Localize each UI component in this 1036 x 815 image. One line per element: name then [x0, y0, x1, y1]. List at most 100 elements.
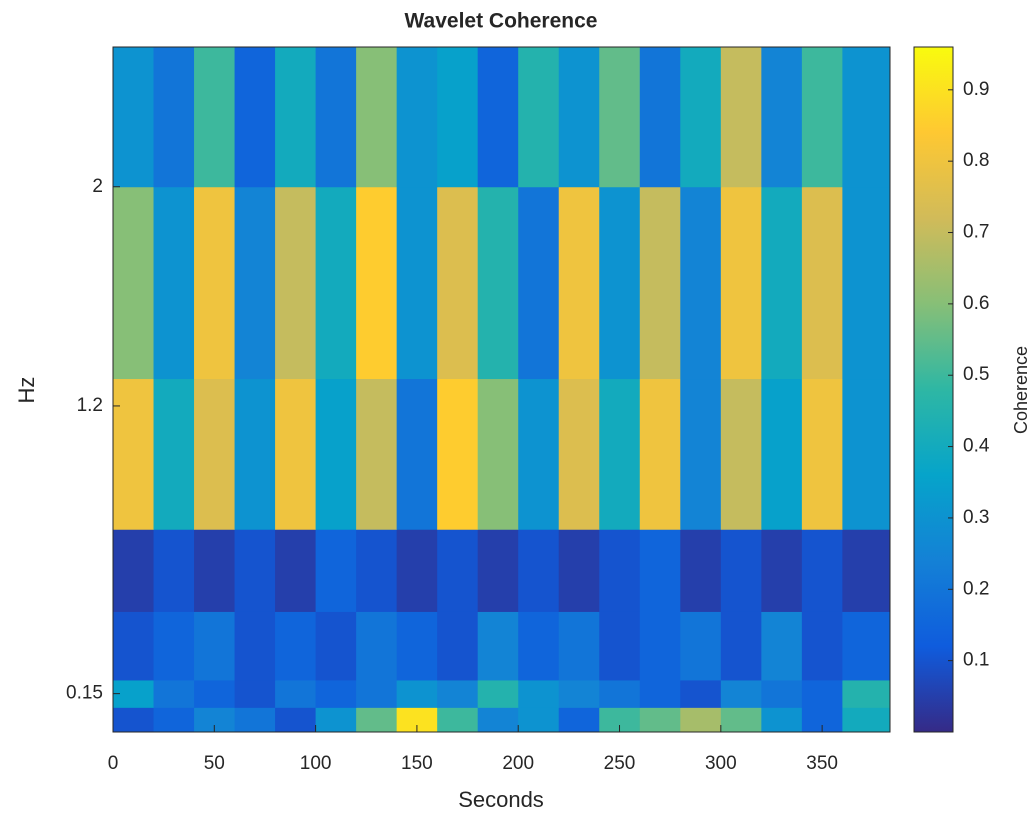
heatmap-cell — [315, 707, 357, 733]
heatmap-cell — [680, 186, 722, 380]
heatmap-cell — [153, 186, 195, 380]
heatmap-cell — [801, 611, 843, 681]
heatmap-cell — [680, 707, 722, 733]
heatmap-cell — [275, 186, 317, 380]
heatmap-cell — [194, 679, 236, 708]
heatmap-cell — [396, 186, 438, 380]
heatmap-cell — [396, 611, 438, 681]
heatmap-cell — [315, 186, 357, 380]
heatmap-cell — [801, 529, 843, 612]
heatmap-cell — [477, 186, 519, 380]
colorbar-tick-label: 0.5 — [963, 364, 989, 385]
heatmap-cell — [801, 47, 843, 188]
heatmap-cell — [842, 707, 891, 733]
heatmap-cell — [639, 47, 681, 188]
heatmap-cell — [599, 186, 641, 380]
heatmap-cell — [234, 47, 276, 188]
heatmap-cell — [234, 679, 276, 708]
heatmap-cell — [720, 529, 762, 612]
heatmap-cell — [356, 186, 398, 380]
heatmap-cell — [194, 186, 236, 380]
heatmap-cell — [113, 47, 155, 188]
heatmap-cell — [315, 378, 357, 530]
x-tick-label: 350 — [806, 753, 838, 774]
heatmap-cell — [275, 378, 317, 530]
heatmap-cell — [275, 611, 317, 681]
heatmap-cell — [437, 47, 479, 188]
heatmap-cell — [680, 679, 722, 708]
heatmap-cell — [113, 186, 155, 380]
heatmap-cell — [842, 378, 891, 530]
heatmap-cell — [437, 529, 479, 612]
heatmap-cell — [518, 186, 560, 380]
x-tick-label: 100 — [300, 753, 332, 774]
heatmap-cell — [153, 529, 195, 612]
heatmap-cell — [153, 679, 195, 708]
heatmap-cell — [437, 707, 479, 733]
heatmap-cell — [315, 611, 357, 681]
heatmap-cell — [194, 47, 236, 188]
heatmap-cell — [720, 707, 762, 733]
heatmap-cell — [477, 611, 519, 681]
colorbar-label: Coherence — [1011, 346, 1031, 434]
heatmap-cell — [720, 611, 762, 681]
heatmap-cell — [234, 611, 276, 681]
heatmap-cell — [842, 611, 891, 681]
x-tick-label: 150 — [401, 753, 433, 774]
heatmap-cell — [518, 529, 560, 612]
heatmap-cell — [639, 529, 681, 612]
heatmap-cell — [437, 679, 479, 708]
heatmap-cell — [275, 679, 317, 708]
heatmap-cell — [194, 611, 236, 681]
heatmap-cell — [639, 611, 681, 681]
heatmap-cell — [801, 378, 843, 530]
heatmap-cell — [275, 529, 317, 612]
heatmap-cell — [437, 611, 479, 681]
heatmap-cell — [801, 679, 843, 708]
heatmap-cell — [558, 378, 600, 530]
heatmap-cell — [558, 611, 600, 681]
heatmap-cell — [599, 679, 641, 708]
heatmap-cell — [599, 47, 641, 188]
heatmap-cell — [113, 529, 155, 612]
heatmap-cell — [153, 707, 195, 733]
heatmap-cell — [842, 679, 891, 708]
heatmap-cell — [396, 378, 438, 530]
heatmap-cell — [518, 378, 560, 530]
heatmap-cell — [639, 378, 681, 530]
heatmap-cell — [558, 186, 600, 380]
colorbar-tick-label: 0.1 — [963, 650, 989, 671]
heatmap-cell — [761, 186, 803, 380]
heatmap-cell — [275, 707, 317, 733]
heatmap-cell — [315, 529, 357, 612]
heatmap-cell — [113, 378, 155, 530]
colorbar-tick-label: 0.8 — [963, 150, 989, 171]
heatmap-cell — [639, 707, 681, 733]
heatmap-cell — [356, 679, 398, 708]
heatmap-cell — [194, 529, 236, 612]
heatmap-cell — [437, 378, 479, 530]
heatmap-cell — [234, 529, 276, 612]
heatmap-cell — [518, 611, 560, 681]
y-tick-label: 2 — [92, 176, 103, 197]
heatmap-cell — [720, 679, 762, 708]
x-tick-label: 200 — [502, 753, 534, 774]
y-tick-label: 1.2 — [77, 395, 103, 416]
heatmap-cell — [477, 378, 519, 530]
x-tick-label: 300 — [705, 753, 737, 774]
heatmap — [113, 47, 891, 733]
heatmap-cell — [518, 679, 560, 708]
heatmap-cell — [720, 47, 762, 188]
heatmap-cell — [761, 47, 803, 188]
x-axis-label: Seconds — [458, 787, 544, 812]
heatmap-cell — [842, 529, 891, 612]
heatmap-cell — [801, 186, 843, 380]
heatmap-cell — [842, 186, 891, 380]
heatmap-cell — [599, 378, 641, 530]
colorbar — [913, 46, 954, 733]
heatmap-cell — [599, 529, 641, 612]
heatmap-cell — [761, 611, 803, 681]
heatmap-cell — [356, 47, 398, 188]
heatmap-cell — [153, 611, 195, 681]
